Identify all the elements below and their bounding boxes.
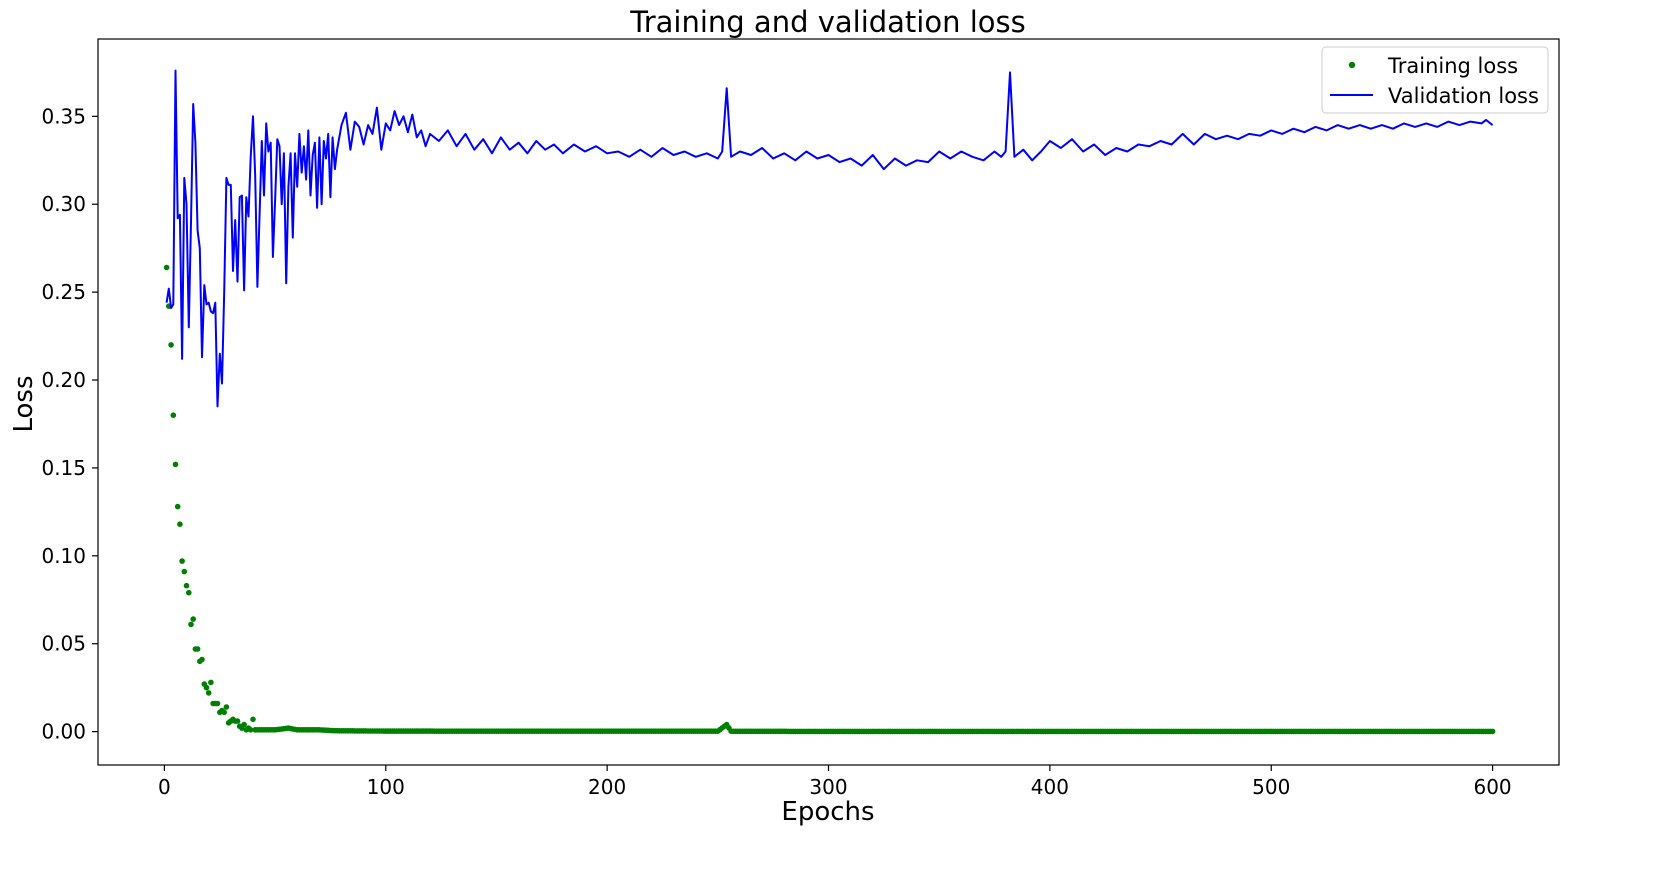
chart-title: Training and validation loss (629, 5, 1025, 39)
training-loss-point (205, 690, 212, 696)
training-loss-point (194, 646, 201, 652)
training-loss-point (177, 521, 183, 527)
y-axis: 0.00 0.05 0.10 0.15 0.20 0.25 0.30 0.35 (41, 104, 98, 744)
x-tick-label: 400 (1031, 775, 1069, 799)
training-loss-point (199, 656, 205, 663)
training-loss-point (179, 558, 185, 564)
training-loss-point (188, 621, 194, 628)
y-tick-label: 0.10 (41, 544, 86, 568)
legend-training-label: Training loss (1387, 54, 1518, 78)
y-tick-label: 0.05 (41, 632, 86, 656)
legend-training-marker (1348, 61, 1356, 69)
training-loss-point (241, 721, 247, 728)
training-loss-point (221, 709, 227, 716)
series-layer (163, 69, 1496, 735)
training-loss-point (172, 461, 179, 468)
training-loss-point (190, 616, 196, 622)
x-tick-label: 0 (158, 775, 171, 799)
y-tick-label: 0.25 (41, 280, 86, 304)
training-loss-point (1489, 728, 1496, 735)
x-tick-label: 200 (588, 775, 626, 799)
x-tick-label: 600 (1473, 775, 1511, 799)
x-tick-label: 500 (1252, 775, 1290, 799)
legend: Training loss Validation loss (1321, 46, 1549, 114)
training-loss-point (214, 700, 221, 707)
training-loss-point (234, 718, 241, 724)
y-axis-label: Loss (9, 375, 39, 432)
y-tick-label: 0.15 (41, 456, 86, 480)
x-axis: 0 100 200 300 400 500 600 (158, 765, 1512, 799)
training-loss-point (168, 342, 174, 348)
training-loss-point (247, 727, 254, 733)
y-tick-label: 0.35 (41, 104, 86, 128)
training-loss-point (223, 704, 230, 710)
legend-validation-label: Validation loss (1388, 84, 1539, 108)
training-loss-point (181, 568, 188, 575)
training-loss-point (208, 679, 214, 686)
training-loss-point (183, 582, 190, 589)
x-axis-label: Epochs (781, 797, 874, 827)
training-loss-point (170, 412, 177, 419)
training-loss-point (174, 503, 181, 510)
y-tick-label: 0.00 (41, 720, 86, 744)
y-tick-label: 0.20 (41, 368, 86, 392)
y-tick-label: 0.30 (41, 192, 86, 216)
training-loss-point (186, 589, 192, 596)
training-loss-point (163, 264, 170, 271)
training-loss-point (203, 684, 210, 691)
x-tick-label: 300 (809, 775, 847, 799)
training-loss-point (250, 716, 256, 723)
legend-frame (1321, 46, 1549, 114)
x-tick-label: 100 (367, 775, 405, 799)
validation-loss-line (165, 69, 1494, 408)
